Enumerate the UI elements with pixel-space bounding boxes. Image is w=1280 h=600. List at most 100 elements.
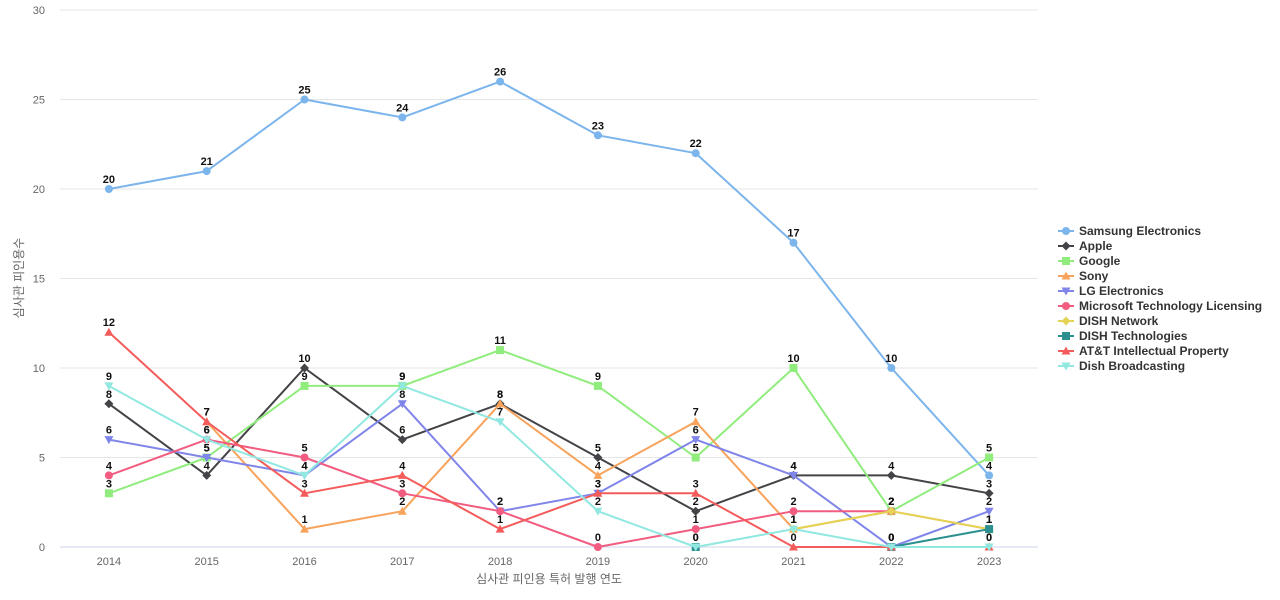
series-samsung-electronics [104,77,994,480]
data-label: 3 [595,478,601,490]
data-point [495,418,505,427]
data-point [691,417,701,426]
data-point [985,453,994,462]
data-label: 23 [592,120,604,132]
data-label: 4 [399,460,406,472]
data-label: 4 [301,460,308,472]
legend-item-sony[interactable]: Sony [1058,269,1109,283]
series-microsoft-technology-licensing [104,435,896,551]
data-label: 22 [690,138,702,150]
data-point [495,399,505,408]
x-tick-label: 2018 [488,556,512,568]
data-label: 2 [888,496,894,508]
data-point [593,488,603,497]
y-axis-title: 심사관 피인용수 [12,238,26,319]
data-label: 2 [790,496,796,508]
data-label: 5 [693,443,699,455]
data-label: 9 [595,371,601,383]
x-tick-label: 2021 [781,556,805,568]
data-label: 4 [301,460,308,472]
data-label: 6 [204,425,210,437]
data-label: 2 [497,496,503,508]
legend-item-microsoft-technology-licensing[interactable]: Microsoft Technology Licensing [1058,299,1262,313]
x-tick-label: 2015 [194,556,218,568]
data-point [593,453,603,462]
data-label: 1 [790,514,796,526]
data-label: 3 [399,478,405,490]
data-label: 0 [986,532,992,544]
data-point [202,470,212,480]
data-label: 0 [888,532,894,544]
legend-label: Apple [1079,239,1113,253]
data-point [300,95,309,104]
data-label: 9 [301,371,307,383]
x-axis-title: 심사관 피인용 특허 발행 연도 [476,571,622,586]
x-tick-label: 2017 [390,556,414,568]
legend-item-google[interactable]: Google [1058,254,1121,268]
legend-item-apple[interactable]: Apple [1058,239,1113,253]
legend-item-samsung-electronics[interactable]: Samsung Electronics [1058,224,1201,238]
data-label: 12 [103,317,115,329]
data-label: 5 [301,443,307,455]
data-point [886,470,896,480]
data-label: 2 [497,496,503,508]
data-point [397,435,407,445]
data-point [985,471,994,480]
data-label: 0 [888,532,894,544]
y-tick-label: 0 [39,542,45,554]
data-point [300,471,309,480]
data-label: 10 [298,353,310,365]
data-point [691,506,701,516]
data-point [104,489,113,498]
data-point [496,77,505,86]
legend-item-lg-electronics[interactable]: LG Electronics [1058,284,1164,298]
series-line-google [108,349,990,513]
data-label: 6 [106,425,112,437]
data-point [202,454,212,462]
data-point [300,381,309,390]
data-label: 1 [986,514,992,526]
data-point [300,453,309,462]
data-label: 8 [399,389,405,401]
data-label: 1 [986,514,992,526]
data-point [593,381,602,390]
legend-item-dish-technologies[interactable]: DISH Technologies [1058,329,1188,343]
legend-label: Sony [1079,269,1109,283]
series-dish-broadcasting [104,382,994,552]
legend-item-dish-broadcasting[interactable]: Dish Broadcasting [1058,359,1185,373]
data-label: 4 [204,460,211,472]
data-label: 7 [497,407,503,419]
data-point [397,506,407,515]
data-point [397,470,407,479]
data-point [496,507,505,516]
data-label: 25 [298,85,310,97]
data-label: 6 [693,425,699,437]
series-line-samsung-electronics [108,80,990,477]
data-point [495,524,505,533]
data-label: 4 [986,460,993,472]
data-point [984,543,994,552]
legend-label: LG Electronics [1079,284,1164,298]
y-tick-label: 5 [39,453,45,465]
legend-item-dish-network[interactable]: DISH Network [1058,314,1159,328]
data-label: 0 [790,532,796,544]
data-label: 17 [787,228,799,240]
data-point [984,488,994,498]
data-label: 26 [494,67,506,79]
legend-marker [1061,287,1071,296]
legend-item-at-t-intellectual-property[interactable]: AT&T Intellectual Property [1058,344,1229,358]
data-point [789,525,798,534]
x-tick-label: 2022 [879,556,903,568]
data-label: 4 [595,460,602,472]
legend-marker [1061,241,1071,251]
data-point [398,489,407,498]
data-point [691,436,701,445]
data-label: 0 [693,532,699,544]
data-label: 6 [204,425,210,437]
data-label: 8 [497,389,503,401]
data-point [202,167,211,176]
data-point [789,471,798,480]
